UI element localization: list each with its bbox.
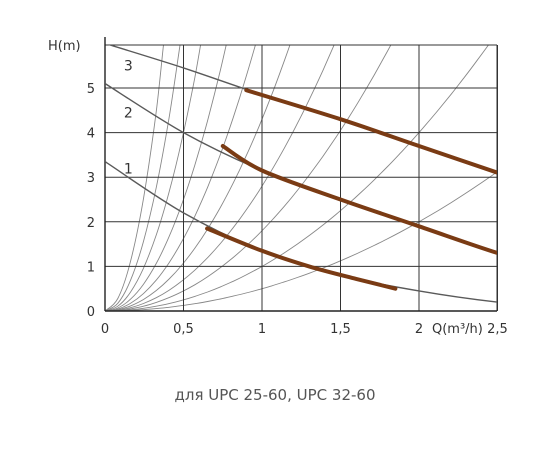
reference-curve bbox=[105, 45, 291, 311]
reference-curve bbox=[105, 45, 202, 311]
x-tick-label: 0 bbox=[101, 322, 109, 337]
chart-caption: для UPC 25-60, UPC 32-60 bbox=[174, 386, 376, 404]
series-label: 1 bbox=[124, 161, 133, 177]
operating-range-3 bbox=[244, 88, 497, 175]
operating-range-1 bbox=[205, 226, 398, 291]
y-tick-label: 0 bbox=[87, 305, 95, 320]
reference-curve bbox=[105, 45, 181, 311]
operating-range-2 bbox=[220, 144, 497, 255]
y-tick-label: 4 bbox=[87, 127, 95, 142]
y-tick-label: 5 bbox=[87, 82, 95, 97]
x-tick-label: 2 bbox=[415, 322, 423, 337]
y-tick-label: 2 bbox=[87, 216, 95, 231]
reference-curve bbox=[105, 45, 256, 311]
series-label: 2 bbox=[124, 106, 133, 122]
x-tick-label: 0,5 bbox=[173, 322, 194, 337]
x-tick-label: 2,5 bbox=[487, 322, 508, 337]
reference-curve bbox=[105, 45, 490, 311]
reference-curve bbox=[105, 45, 164, 311]
x-tick-label: 1 bbox=[258, 322, 266, 337]
x-tick-label: 1,5 bbox=[330, 322, 351, 337]
reference-curve bbox=[105, 171, 497, 311]
y-axis-title: H(m) bbox=[48, 39, 81, 54]
y-tick-label: 3 bbox=[87, 171, 95, 186]
reference-curve bbox=[105, 45, 227, 311]
series-label: 3 bbox=[124, 59, 133, 75]
reference-curve bbox=[105, 45, 392, 311]
x-axis-title: Q(m³/h) bbox=[432, 322, 483, 337]
reference-curve bbox=[105, 45, 335, 311]
y-tick-label: 1 bbox=[87, 260, 95, 275]
